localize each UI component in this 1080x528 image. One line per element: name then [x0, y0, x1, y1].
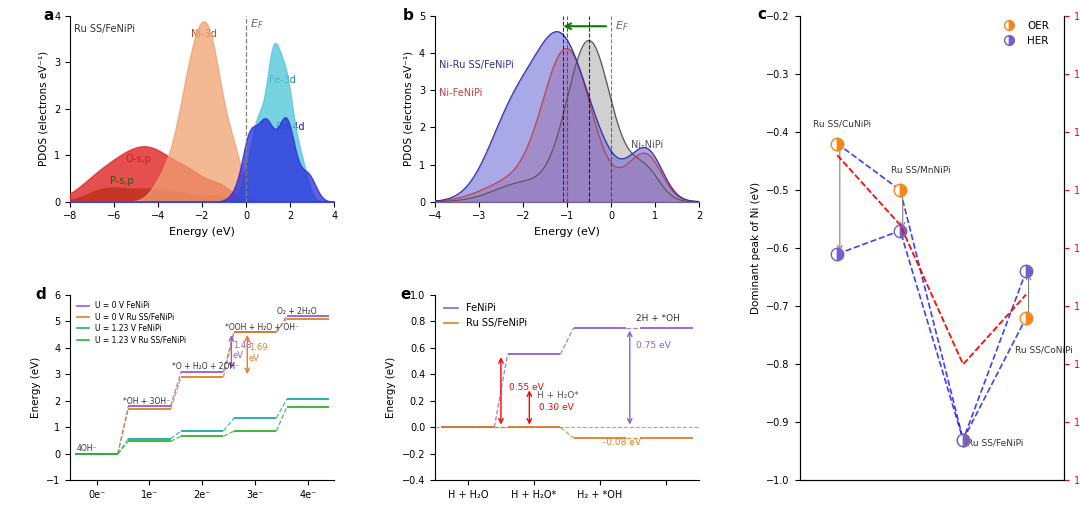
Text: Ru-4d: Ru-4d — [276, 121, 305, 131]
Legend: FeNiPi, Ru SS/FeNiPi: FeNiPi, Ru SS/FeNiPi — [440, 299, 531, 332]
Text: 1.48
eV: 1.48 eV — [233, 341, 252, 360]
Text: Ru SS/CoNiPi: Ru SS/CoNiPi — [1015, 346, 1072, 355]
Text: *OH + 3OH⁻: *OH + 3OH⁻ — [123, 397, 171, 406]
Legend: U = 0 V FeNiPi, U = 0 V Ru SS/FeNiPi, U = 1.23 V FeNiPi, U = 1.23 V Ru SS/FeNiPi: U = 0 V FeNiPi, U = 0 V Ru SS/FeNiPi, U … — [75, 298, 189, 347]
Legend: OER, HER: OER, HER — [994, 16, 1053, 50]
Text: -0.08 eV: -0.08 eV — [604, 438, 642, 447]
Text: $E_F$: $E_F$ — [615, 20, 629, 33]
X-axis label: Energy (eV): Energy (eV) — [170, 227, 235, 237]
Y-axis label: PDOS (electrons eV⁻¹): PDOS (electrons eV⁻¹) — [403, 51, 414, 166]
Y-axis label: Energy (eV): Energy (eV) — [30, 357, 41, 418]
Text: P-s,p: P-s,p — [110, 176, 134, 186]
Text: Ni-NiPi: Ni-NiPi — [631, 140, 663, 150]
Text: O-s,p: O-s,p — [125, 154, 151, 164]
Text: 1.69
eV: 1.69 eV — [248, 344, 268, 363]
Text: 0.30 eV: 0.30 eV — [539, 403, 573, 412]
Text: Ru SS/FeNiPi: Ru SS/FeNiPi — [967, 439, 1023, 448]
Text: Ru SS/CuNiPi: Ru SS/CuNiPi — [813, 119, 872, 128]
Text: 0.75 eV: 0.75 eV — [636, 341, 671, 350]
Text: O₂ + 2H₂O: O₂ + 2H₂O — [278, 307, 318, 316]
Y-axis label: PDOS (electrons eV⁻¹): PDOS (electrons eV⁻¹) — [39, 51, 49, 166]
Text: *O + H₂O + 2OH⁻: *O + H₂O + 2OH⁻ — [172, 363, 239, 372]
Text: a: a — [44, 8, 54, 23]
Text: 2H + *OH: 2H + *OH — [636, 314, 680, 323]
Text: d: d — [36, 287, 46, 302]
Text: *OOH + H₂O + OH⁻: *OOH + H₂O + OH⁻ — [225, 323, 298, 332]
Text: Ru SS/FeNiPi: Ru SS/FeNiPi — [73, 24, 135, 34]
Text: H + H₂O*: H + H₂O* — [537, 391, 579, 400]
Text: $E_F$: $E_F$ — [249, 17, 264, 31]
Text: c: c — [757, 6, 767, 22]
Text: Ni-3d: Ni-3d — [191, 29, 217, 39]
Text: 4OH⁻: 4OH⁻ — [77, 444, 97, 452]
Y-axis label: Energy (eV): Energy (eV) — [386, 357, 396, 418]
Text: Ni-Ru SS/FeNiPi: Ni-Ru SS/FeNiPi — [440, 60, 514, 70]
Text: e: e — [401, 287, 410, 302]
Text: b: b — [403, 8, 414, 23]
Text: Ru SS/MnNiPi: Ru SS/MnNiPi — [891, 166, 950, 175]
Text: Fe-3d: Fe-3d — [270, 75, 296, 85]
X-axis label: Energy (eV): Energy (eV) — [535, 227, 599, 237]
Text: 0.55 eV: 0.55 eV — [509, 383, 543, 392]
Y-axis label: Dominant peak of Ni (eV): Dominant peak of Ni (eV) — [751, 182, 760, 314]
Text: Ni-FeNiPi: Ni-FeNiPi — [440, 88, 483, 98]
